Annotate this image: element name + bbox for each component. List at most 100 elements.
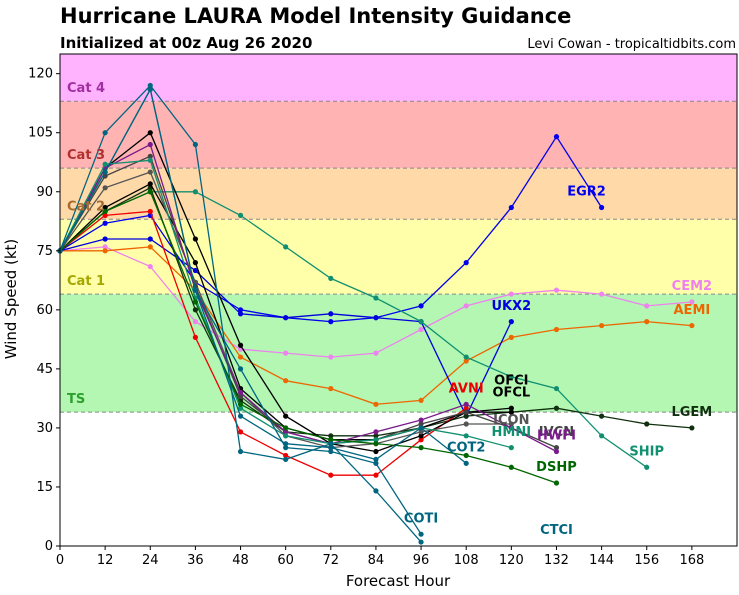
model-label-cot2: COT2: [447, 441, 486, 456]
data-point: [102, 244, 108, 250]
data-point: [553, 287, 560, 293]
data-point: [463, 260, 469, 266]
data-point: [644, 303, 650, 309]
data-point: [147, 263, 153, 270]
x-tick-label: 120: [499, 553, 524, 568]
data-point: [463, 405, 469, 411]
data-point: [102, 220, 108, 226]
data-point: [328, 354, 334, 360]
data-point: [463, 413, 469, 419]
data-point: [283, 378, 289, 384]
data-point: [102, 161, 108, 167]
model-label-ukx2: UKX2: [491, 299, 531, 314]
x-tick-label: 48: [232, 553, 249, 568]
model-label-icon: ICON: [493, 413, 529, 428]
data-point: [644, 421, 650, 427]
data-point: [463, 303, 469, 309]
data-point: [328, 437, 334, 443]
data-point: [147, 189, 153, 195]
data-point: [237, 366, 244, 372]
y-tick-label: 0: [45, 539, 53, 554]
band-labels: TS Cat 1 Cat 2 Cat 3 Cat 4: [67, 81, 105, 407]
data-point: [599, 413, 605, 419]
y-tick-label: 90: [36, 185, 53, 200]
model-label-hwfi: HWFI: [537, 429, 576, 444]
band-label: Cat 3: [67, 148, 105, 163]
data-point: [147, 181, 153, 187]
x-tick-label: 108: [454, 553, 479, 568]
data-point: [418, 539, 424, 545]
data-point: [147, 153, 153, 159]
data-point: [418, 433, 424, 439]
model-label-dshp: DSHP: [536, 460, 577, 475]
data-point: [599, 291, 605, 297]
data-point: [192, 141, 198, 148]
data-point: [418, 319, 424, 325]
intensity-bands: [60, 54, 737, 546]
x-axis-ticks: 0 12 24 36 48 60 72 84 96 108 120 132 144 156 168: [56, 546, 704, 568]
data-point: [328, 472, 334, 478]
data-point: [102, 236, 108, 242]
data-point: [328, 433, 334, 439]
data-point: [147, 82, 153, 89]
data-point: [283, 315, 289, 321]
data-point: [508, 319, 514, 325]
data-point: [192, 319, 198, 325]
x-tick-label: 132: [544, 553, 569, 568]
band-label: TS: [67, 392, 85, 407]
data-point: [508, 204, 514, 211]
data-point: [237, 393, 244, 400]
chart-subtitle: Initialized at 00z Aug 26 2020: [60, 34, 312, 52]
model-label-ship: SHIP: [629, 444, 664, 459]
data-point: [508, 421, 514, 427]
data-point: [102, 130, 108, 136]
data-point: [418, 397, 424, 403]
x-tick-label: 72: [323, 553, 340, 568]
model-label-ivcn: IVCN: [539, 425, 574, 440]
data-point: [418, 326, 424, 333]
data-point: [237, 212, 244, 218]
data-point: [508, 291, 514, 297]
data-point: [102, 185, 108, 191]
data-point: [237, 389, 244, 396]
data-point: [418, 445, 424, 451]
data-point: [283, 445, 289, 451]
model-label-ofcl: OFCL: [492, 385, 530, 400]
data-point: [463, 421, 469, 427]
chart-title: Hurricane LAURA Model Intensity Guidance: [60, 4, 571, 28]
data-point: [283, 429, 289, 435]
data-point: [418, 417, 424, 423]
data-point: [463, 358, 469, 364]
data-point: [508, 425, 514, 431]
data-point: [418, 425, 424, 431]
band-4: [60, 101, 737, 169]
data-point: [328, 275, 334, 281]
data-point: [418, 421, 424, 427]
y-tick-label: 30: [36, 421, 53, 436]
x-tick-label: 24: [142, 553, 159, 568]
data-point: [373, 488, 379, 494]
x-axis-label: Forecast Hour: [346, 572, 451, 590]
data-point: [192, 260, 198, 266]
data-point: [463, 354, 469, 360]
band-1: [60, 294, 737, 413]
data-point: [102, 248, 108, 254]
data-point: [463, 460, 469, 466]
data-point: [373, 295, 379, 301]
data-point: [147, 208, 153, 215]
data-point: [147, 130, 153, 136]
data-point: [644, 464, 650, 470]
data-point: [102, 208, 108, 215]
model-series: [57, 82, 695, 545]
data-point: [237, 413, 244, 419]
data-point: [147, 157, 153, 163]
data-point: [192, 307, 198, 313]
x-tick-label: 12: [97, 553, 114, 568]
x-tick-label: 36: [187, 553, 204, 568]
data-point: [328, 319, 334, 325]
data-point: [373, 437, 379, 443]
data-point: [237, 354, 244, 360]
data-point: [599, 322, 605, 329]
data-point: [373, 315, 379, 321]
